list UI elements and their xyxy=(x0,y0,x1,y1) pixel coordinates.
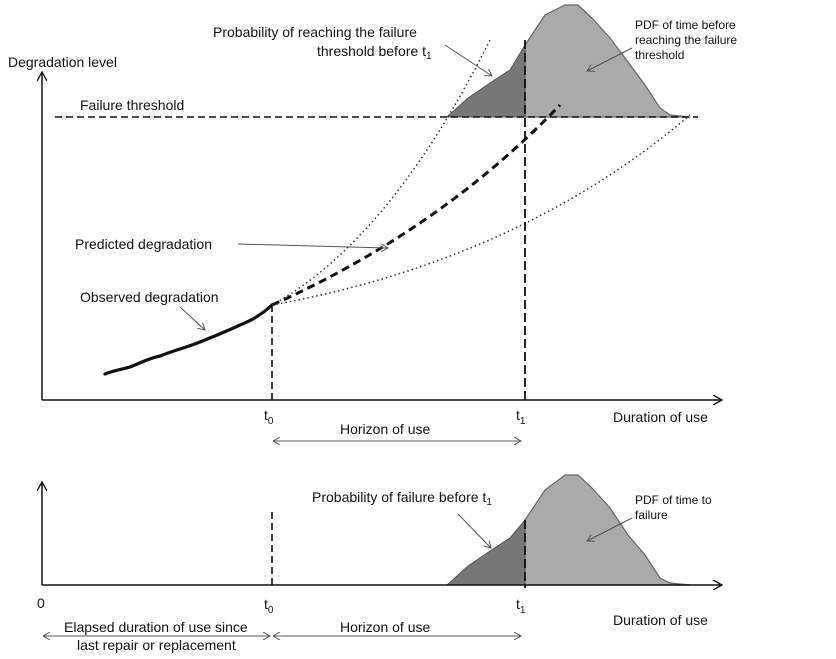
origin-label: 0 xyxy=(37,595,45,611)
pdf-top-label-line3: threshold xyxy=(635,48,684,62)
prob-failure-leader xyxy=(457,513,491,548)
y-axis-label: Degradation level xyxy=(8,54,117,70)
prob-reaching-label-line2: threshold before t1 xyxy=(317,43,432,62)
pdf-bottom-label-line1: PDF of time to xyxy=(635,493,712,507)
prob-reaching-label-line1: Probability of reaching the failure xyxy=(213,24,417,40)
predicted-upper-bound xyxy=(271,39,491,306)
bottom-probability-dark-area xyxy=(445,518,526,586)
observed-degradation-curve xyxy=(103,303,274,376)
predicted-degradation-curve xyxy=(271,103,562,307)
predicted-leader xyxy=(237,243,388,248)
pdf-bottom-leader xyxy=(587,517,633,541)
predicted-label: Predicted degradation xyxy=(75,236,212,252)
prob-failure-label: Probability of failure before t1 xyxy=(312,489,492,508)
elapsed-label-line1: Elapsed duration of use since xyxy=(64,619,248,635)
elapsed-label-line2: last repair or replacement xyxy=(77,637,236,653)
predicted-lower-bound xyxy=(271,114,691,306)
pdf-bottom-label-line2: failure xyxy=(635,508,668,522)
bottom-x-axis-label: Duration of use xyxy=(613,612,708,628)
observed-leader xyxy=(179,306,205,330)
top-t0-label: t0 xyxy=(264,407,274,427)
prob-reaching-leader xyxy=(444,44,492,76)
pdf-top-label-line2: reaching the failure xyxy=(635,33,737,47)
observed-label: Observed degradation xyxy=(80,289,219,305)
top-probability-dark-area xyxy=(445,43,526,118)
bottom-t1-label: t1 xyxy=(516,596,526,616)
top-x-axis-label: Duration of use xyxy=(613,409,708,425)
pdf-top-leader xyxy=(587,47,633,71)
failure-threshold-label: Failure threshold xyxy=(80,97,184,113)
top-horizon-label: Horizon of use xyxy=(340,421,430,437)
pdf-top-label-line1: PDF of time before xyxy=(635,18,736,32)
bottom-t0-label: t0 xyxy=(264,596,274,616)
bottom-horizon-label: Horizon of use xyxy=(340,619,430,635)
top-t1-label: t1 xyxy=(516,407,526,427)
